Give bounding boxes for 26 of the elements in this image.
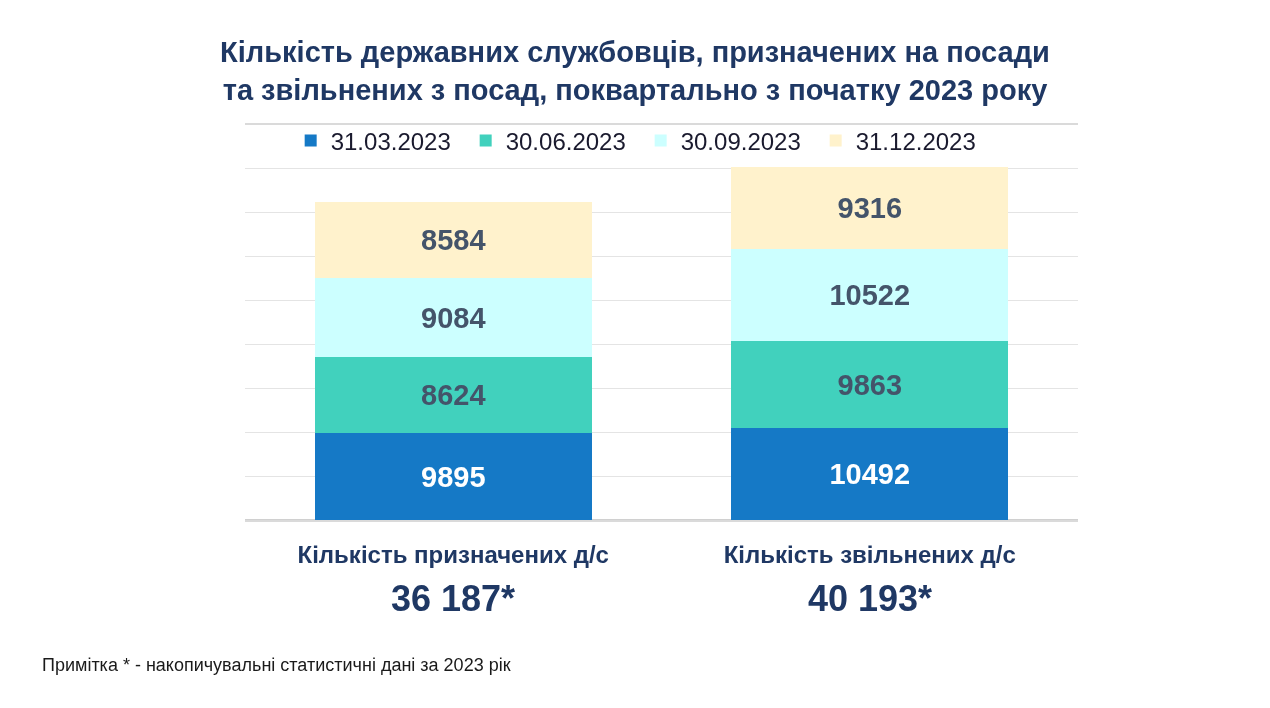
bar	[314, 202, 592, 278]
bar	[314, 357, 592, 434]
total-label: 36 187*	[391, 578, 516, 619]
bar	[731, 427, 1009, 520]
data-label: 9863	[837, 368, 903, 401]
legend-label: 30.09.2023	[680, 127, 801, 155]
bar	[314, 433, 592, 520]
x-tick-label: Кількість призначених д/с	[297, 540, 609, 568]
legend-label: 31.03.2023	[330, 127, 451, 155]
total-label: 40 193*	[808, 578, 933, 619]
data-label: 9895	[420, 460, 486, 493]
legend-label: 31.12.2023	[855, 127, 976, 155]
text: Примітка * - накопичувальні статистичні дані за 2023 рік	[42, 655, 511, 675]
bar	[314, 277, 592, 358]
x-tick-label: Кількість звільнених д/с	[723, 540, 1016, 568]
bar	[731, 341, 1009, 428]
data-label: 8624	[420, 379, 486, 412]
bar	[731, 248, 1009, 342]
data-label: 10492	[829, 457, 911, 490]
data-label: 9316	[837, 192, 903, 225]
data-label: 9084	[420, 301, 486, 334]
data-label: 10522	[829, 279, 911, 312]
chart-title: Кількість державних службовців, призначених на посади та звільнених з посад, поквартально з початку 2023 року	[220, 36, 1050, 106]
bar	[731, 167, 1009, 249]
legend-label: 30.06.2023	[505, 127, 626, 155]
data-label: 8584	[420, 224, 486, 257]
